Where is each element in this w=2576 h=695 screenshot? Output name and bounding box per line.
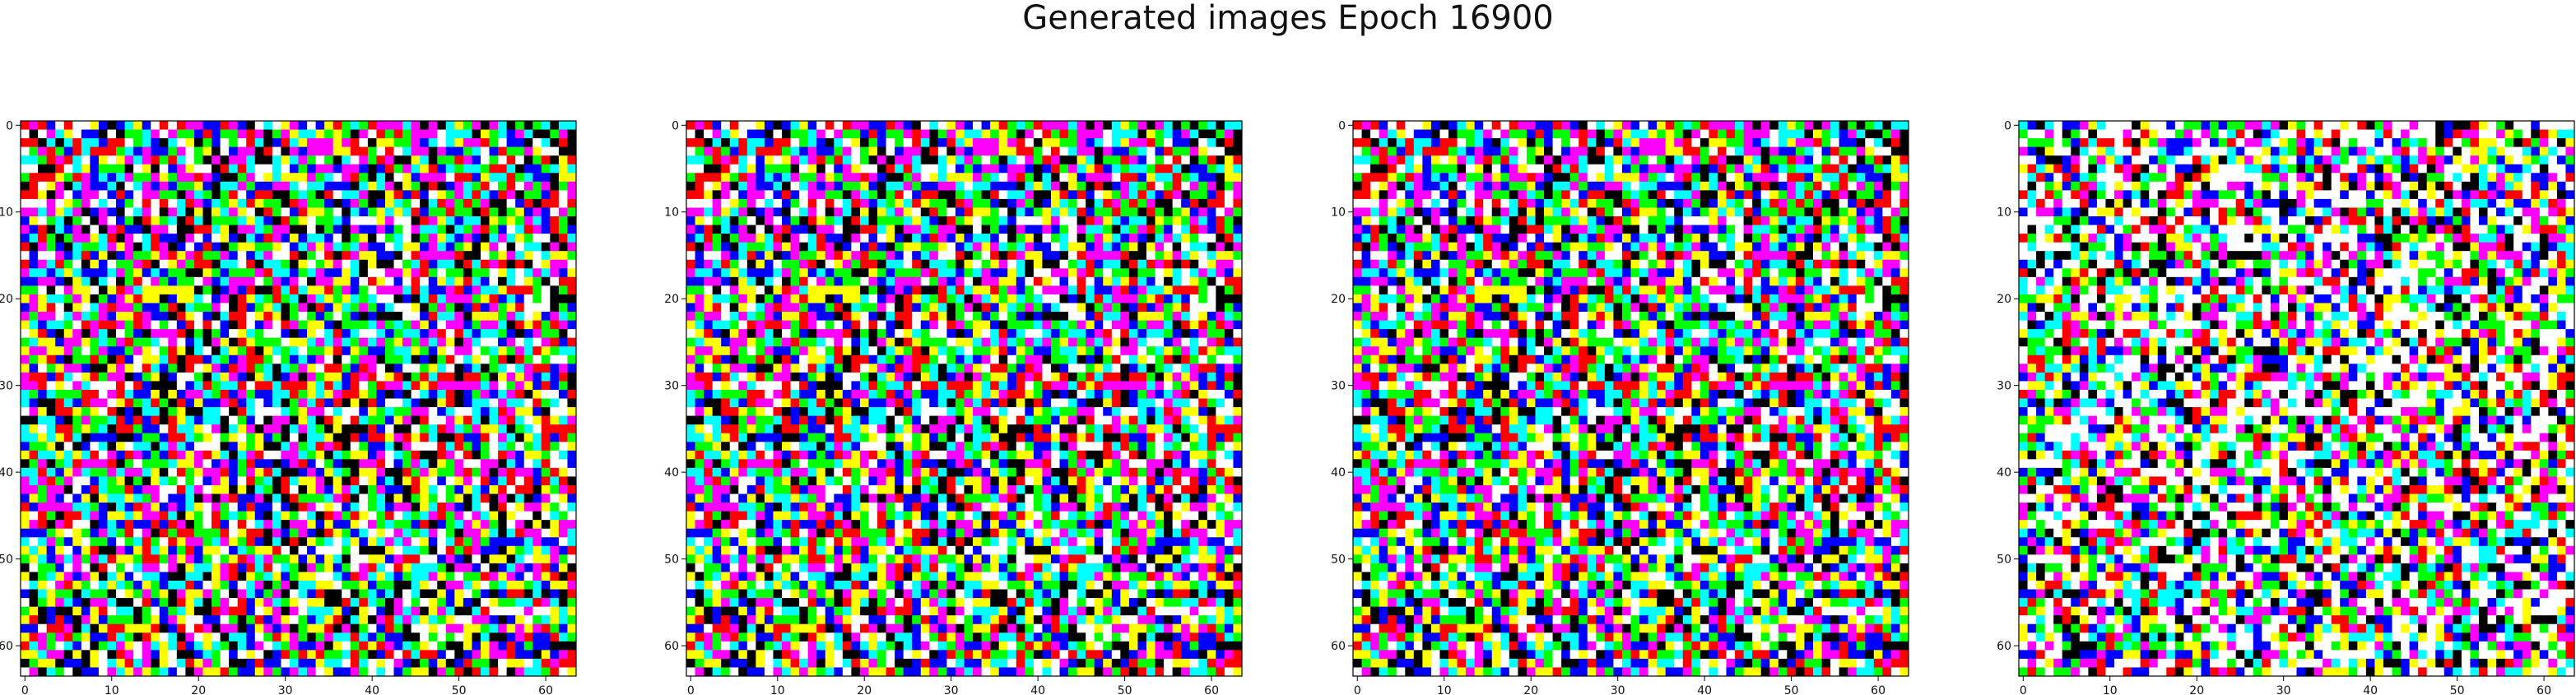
y-tick-label: 10 (1997, 206, 2011, 220)
x-tick-label: 60 (538, 684, 553, 695)
image-pixels (1353, 121, 1909, 677)
image-panel-3: 0 10 20 30 40 50 60 0 10 20 30 40 50 60 (1331, 119, 1909, 695)
y-tick-label: 50 (1997, 554, 2011, 567)
x-tick-label: 0 (2020, 684, 2027, 695)
axes-frame (2018, 120, 2575, 677)
y-tick-label: 20 (0, 293, 13, 306)
image-panel-1: 0 10 20 30 40 50 60 0 10 20 30 40 50 60 (0, 119, 577, 695)
y-tick-label: 20 (664, 293, 679, 306)
y-tick-label: 40 (0, 466, 13, 480)
x-tick-label: 40 (365, 684, 379, 695)
axes-frame (1352, 120, 1909, 677)
y-tick-label: 40 (1997, 466, 2011, 480)
y-tick-label: 0 (1338, 119, 1346, 132)
y-tick-label: 40 (1331, 466, 1346, 480)
x-tick-label: 10 (105, 684, 119, 695)
image-pixels (2019, 121, 2575, 677)
y-tick-label: 60 (664, 640, 679, 653)
x-tick-label: 60 (1204, 684, 1219, 695)
y-tick-label: 30 (1997, 380, 2011, 393)
x-tick-label: 50 (452, 684, 467, 695)
x-tick-label: 30 (944, 684, 959, 695)
x-tick-label: 20 (857, 684, 872, 695)
y-tick-label: 30 (1331, 380, 1346, 393)
x-tick-label: 40 (2363, 684, 2378, 695)
x-tick-label: 30 (2276, 684, 2291, 695)
figure-title: Generated images Epoch 16900 (1022, 0, 1554, 37)
y-tick-label: 50 (0, 554, 13, 567)
y-tick-label: 30 (664, 380, 679, 393)
x-tick-label: 30 (1611, 684, 1625, 695)
image-pixels (21, 121, 577, 677)
x-tick-label: 10 (770, 684, 785, 695)
image-pixels (686, 121, 1243, 677)
x-tick-label: 20 (191, 684, 206, 695)
x-tick-label: 20 (1523, 684, 1538, 695)
x-tick-label: 40 (1030, 684, 1045, 695)
y-tick-label: 10 (0, 206, 13, 220)
x-tick-label: 10 (1437, 684, 1452, 695)
x-tick-label: 50 (1784, 684, 1799, 695)
y-tick-label: 30 (0, 380, 13, 393)
x-tick-label: 20 (2189, 684, 2204, 695)
y-tick-label: 60 (1997, 640, 2011, 653)
x-tick-label: 60 (1871, 684, 1886, 695)
x-tick-label: 0 (21, 684, 29, 695)
y-tick-label: 0 (672, 119, 679, 132)
y-tick-label: 10 (664, 206, 679, 220)
y-tick-label: 0 (6, 119, 13, 132)
x-tick-label: 0 (1354, 684, 1361, 695)
y-tick-label: 20 (1997, 293, 2011, 306)
x-tick-label: 0 (687, 684, 695, 695)
x-tick-label: 50 (2450, 684, 2465, 695)
axes-frame (20, 120, 577, 677)
y-tick-label: 20 (1331, 293, 1346, 306)
y-tick-label: 0 (2004, 119, 2011, 132)
x-tick-label: 50 (1118, 684, 1132, 695)
x-tick-label: 60 (2536, 684, 2551, 695)
y-tick-label: 50 (664, 554, 679, 567)
x-tick-label: 40 (1697, 684, 1712, 695)
image-panel-2: 0 10 20 30 40 50 60 0 10 20 30 40 50 60 (664, 119, 1243, 695)
y-tick-label: 60 (1331, 640, 1346, 653)
y-tick-label: 10 (1331, 206, 1346, 220)
y-tick-label: 60 (0, 640, 13, 653)
image-panel-4: 0 10 20 30 40 50 60 0 10 20 30 40 50 60 (1997, 119, 2575, 695)
axes-frame (686, 120, 1243, 677)
x-tick-label: 30 (278, 684, 293, 695)
y-tick-label: 50 (1331, 554, 1346, 567)
x-tick-label: 10 (2103, 684, 2118, 695)
y-tick-label: 40 (664, 466, 679, 480)
